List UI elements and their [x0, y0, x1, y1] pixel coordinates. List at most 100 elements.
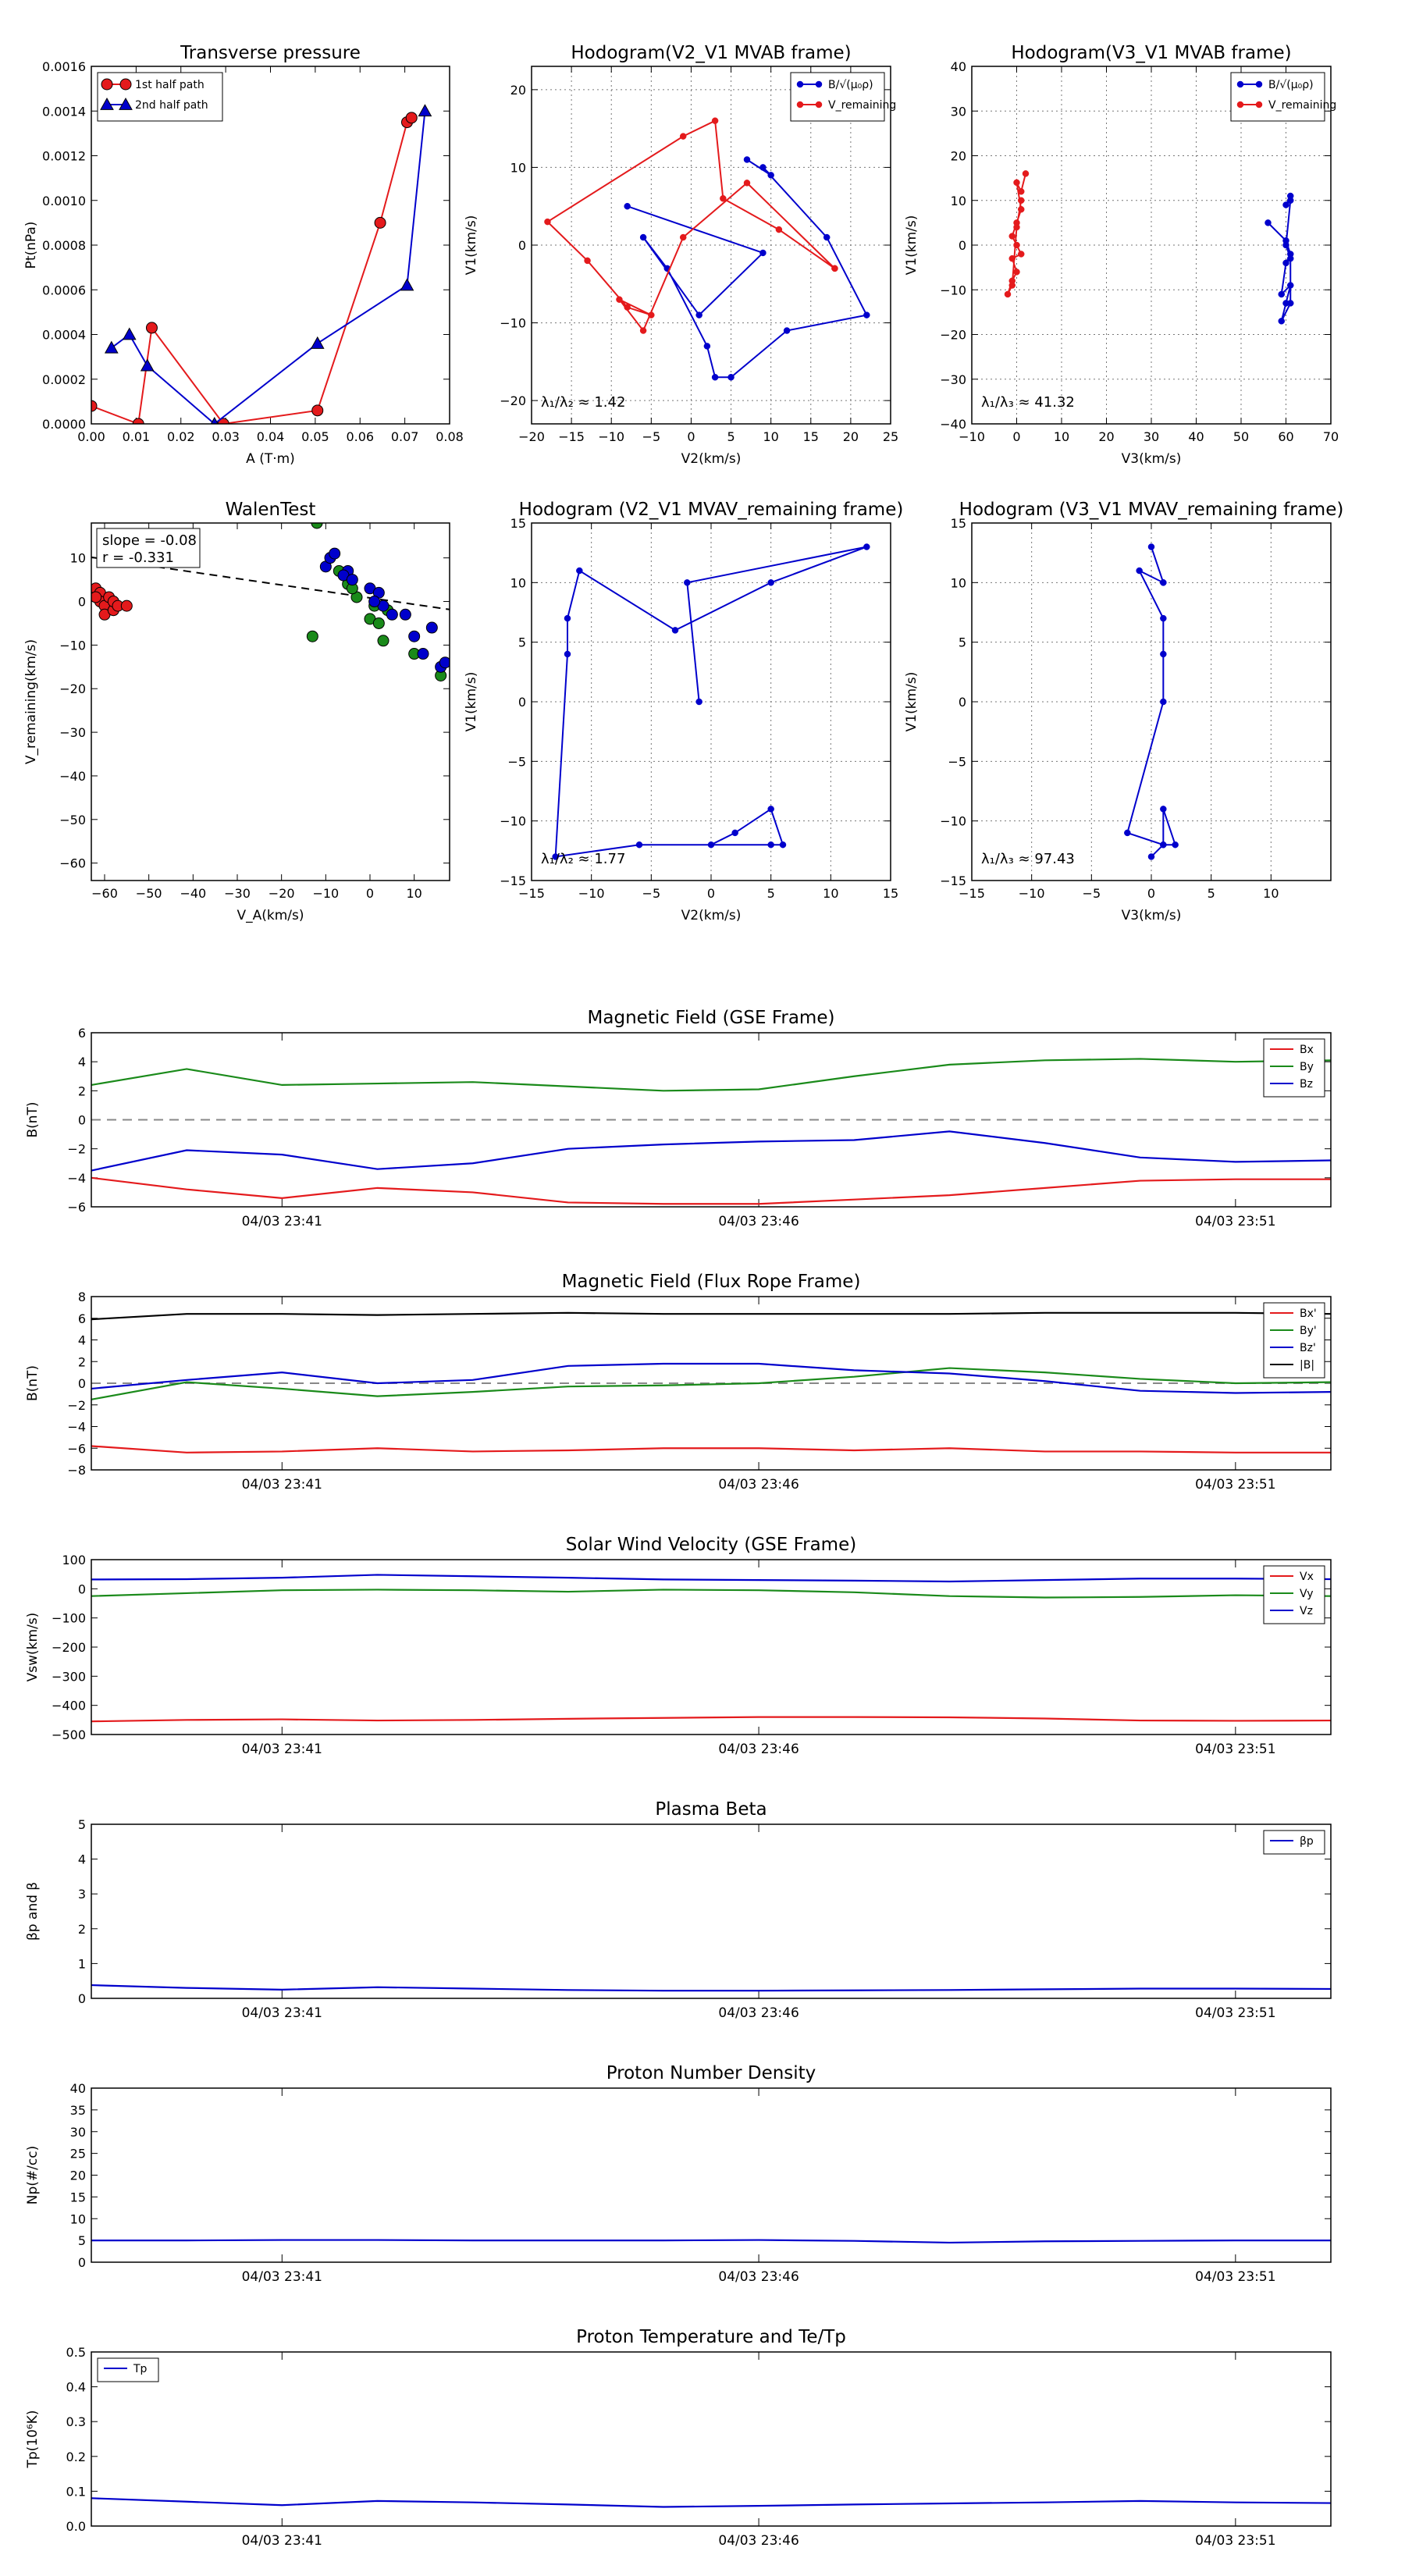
magnetic-field-gse-legend-box — [1263, 1038, 1325, 1098]
magnetic-field-gse-x-tick-label: 04/03 23:46 — [718, 1214, 799, 1229]
hodogram-v3-v1-mvab-series-0-point — [1282, 241, 1289, 249]
transverse-pressure-x-tick-label: 0.05 — [301, 429, 329, 444]
magnetic-field-gse-legend-label: Bz — [1300, 1078, 1313, 1091]
walen-test-y-tick-label: 10 — [70, 551, 86, 566]
transverse-pressure-frame — [91, 66, 450, 425]
hodogram-v2-v1-mvav-x-tick-label: 5 — [767, 886, 775, 901]
proton-temperature-legend-label: Tp — [133, 2363, 148, 2375]
hodogram-v3-v1-mvav-x-tick-label: 0 — [1147, 886, 1155, 901]
transverse-pressure-x-tick-label: 0.03 — [212, 429, 240, 444]
solar-wind-velocity-legend-label: Vz — [1300, 1605, 1313, 1617]
hodogram-v2-v1-mvab-series-0-point — [783, 327, 791, 334]
hodogram-v2-v1-mvab-series-1-point — [720, 195, 727, 202]
walen-test-series-2-point — [368, 596, 381, 608]
hodogram-v3-v1-mvab-x-tick-label: −10 — [959, 429, 985, 444]
hodogram-v3-v1-mvab-series-1-point — [1013, 269, 1020, 276]
magnetic-field-flux-rope-y-tick-label: 0 — [78, 1376, 86, 1391]
hodogram-v3-v1-mvab-y-tick-label: 10 — [951, 194, 966, 208]
plasma-beta-frame — [91, 1823, 1332, 1999]
proton-number-density-y-tick-label: 10 — [70, 2211, 86, 2226]
magnetic-field-gse-y-tick-label: −4 — [67, 1171, 86, 1186]
walen-test-series-1-point — [306, 630, 318, 642]
hodogram-v2-v1-mvav-series-0-point — [635, 841, 643, 849]
magnetic-field-flux-rope-y-tick-label: −6 — [67, 1441, 86, 1456]
hodogram-v3-v1-mvav-x-tick-label: −10 — [1019, 886, 1045, 901]
hodogram-v3-v1-mvav-x-tick-label: −5 — [1083, 886, 1101, 901]
hodogram-v2-v1-mvav-series-0-point — [767, 806, 774, 813]
hodogram-v2-v1-mvav-y-tick-label: −15 — [500, 873, 526, 888]
transverse-pressure-series-0-point — [405, 112, 418, 124]
walen-test-y-tick-label: −40 — [59, 769, 86, 784]
hodogram-v3-v1-mvab-series-1-point — [1008, 233, 1016, 240]
hodogram-v2-v1-mvav-x-tick-label: 10 — [823, 886, 838, 901]
hodogram-v3-v1-mvab-x-tick-label: 20 — [1098, 429, 1114, 444]
solar-wind-velocity-ylabel: Vsw(km/s) — [25, 1613, 41, 1682]
proton-number-density-panel: 0 5 10 15 20 25 30 35 40 04/03 23:41 04/03 23:46 04… — [25, 2063, 1332, 2285]
proton-number-density-frame — [91, 2087, 1332, 2263]
hodogram-v2-v1-mvab-x-tick-label: 5 — [727, 429, 735, 444]
transverse-pressure-series-1-point — [310, 336, 325, 349]
hodogram-v2-v1-mvab-xlabel: V2(km/s) — [681, 451, 742, 467]
magnetic-field-gse-y-tick-label: 0 — [78, 1113, 86, 1128]
hodogram-v3-v1-mvab-y-tick-label: 40 — [951, 59, 966, 74]
transverse-pressure-x-tick-label: 0.06 — [346, 429, 374, 444]
transverse-pressure-series-1-point — [104, 340, 119, 354]
plasma-beta-y-tick-label: 5 — [78, 1817, 86, 1832]
magnetic-field-flux-rope-y-tick-label: −2 — [67, 1398, 86, 1413]
hodogram-v3-v1-mvab-series-1-point — [1018, 205, 1025, 213]
hodogram-v2-v1-mvab-y-tick-label: 10 — [510, 160, 526, 175]
proton-temperature-y-tick-label: 0.2 — [66, 2450, 86, 2464]
hodogram-v3-v1-mvav-series-0-point — [1160, 806, 1167, 813]
plasma-beta-y-tick-label: 3 — [78, 1887, 86, 1902]
hodogram-v2-v1-mvab-legend-marker — [815, 80, 823, 88]
solar-wind-velocity-y-tick-label: −100 — [52, 1611, 86, 1626]
hodogram-v2-v1-mvab-x-tick-label: −10 — [598, 429, 624, 444]
hodogram-v3-v1-mvab-x-tick-label: 10 — [1054, 429, 1069, 444]
magnetic-field-gse-series-By-line — [91, 1058, 1332, 1092]
hodogram-v2-v1-mvav-x-tick-label: 0 — [707, 886, 715, 901]
transverse-pressure-y-tick-label: 0.0004 — [42, 328, 86, 343]
hodogram-v3-v1-mvab-legend-label: B/√(μ₀ρ) — [1268, 79, 1314, 91]
walen-test-x-tick-label: 10 — [406, 886, 422, 901]
magnetic-field-flux-rope-x-tick-label: 04/03 23:41 — [242, 1477, 322, 1493]
hodogram-v3-v1-mvav-y-tick-label: 15 — [951, 516, 966, 531]
magnetic-field-flux-rope-series-By-line — [91, 1367, 1332, 1400]
transverse-pressure-series-0-point — [374, 216, 386, 229]
hodogram-v2-v1-mvav-frame — [531, 522, 891, 881]
proton-temperature-x-tick-label: 04/03 23:41 — [242, 2533, 322, 2549]
transverse-pressure-legend-marker — [119, 97, 133, 110]
hodogram-v3-v1-mvab-x-tick-label: 40 — [1188, 429, 1204, 444]
solar-wind-velocity-series-Vy-line — [91, 1589, 1332, 1599]
hodogram-v3-v1-mvab-series-0-point — [1287, 300, 1294, 307]
solar-wind-velocity-x-tick-label: 04/03 23:51 — [1195, 1742, 1275, 1757]
solar-wind-velocity-title: Solar Wind Velocity (GSE Frame) — [566, 1535, 856, 1555]
walen-test-ylabel: V_remaining(km/s) — [23, 639, 39, 764]
hodogram-v3-v1-mvab-series-0-point — [1278, 290, 1285, 298]
solar-wind-velocity-y-tick-label: −400 — [52, 1699, 86, 1713]
solar-wind-velocity-y-tick-label: −200 — [52, 1640, 86, 1655]
walen-test-series-1-point — [377, 635, 389, 647]
hodogram-v2-v1-mvab-y-tick-label: 20 — [510, 83, 526, 98]
hodogram-v2-v1-mvav-y-tick-label: 15 — [510, 516, 526, 531]
walen-test-stats-frame — [96, 528, 201, 568]
walen-test-xlabel: V_A(km/s) — [237, 908, 304, 923]
hodogram-v2-v1-mvab-series-0-point — [703, 343, 711, 350]
solar-wind-velocity-legend-label: Vy — [1300, 1588, 1314, 1600]
hodogram-v2-v1-mvab-y-tick-label: 0 — [518, 238, 526, 253]
transverse-pressure-series-1-point — [418, 104, 432, 117]
transverse-pressure-y-tick-label: 0.0016 — [42, 59, 86, 74]
solar-wind-velocity-x-tick-label: 04/03 23:41 — [242, 1742, 322, 1757]
solar-wind-velocity-legend-box — [1263, 1565, 1325, 1624]
transverse-pressure-plot: 0.00 0.01 0.02 0.03 0.04 0.05 0.06 0.07 0.08 0.00… — [23, 43, 464, 467]
hodogram-v2-v1-mvab-series-1-point — [711, 117, 719, 124]
hodogram-v2-v1-mvab-legend-marker — [796, 80, 804, 88]
hodogram-v3-v1-mvav-series-0-point — [1160, 650, 1167, 658]
hodogram-v3-v1-mvab-series-1-point — [1008, 254, 1016, 262]
proton-temperature-x-tick-label: 04/03 23:51 — [1195, 2533, 1275, 2549]
hodogram-v2-v1-mvab-series-1-point — [616, 296, 623, 303]
magnetic-field-gse-series-Bz-line — [91, 1130, 1332, 1172]
proton-temperature-series-Tp-line — [91, 2497, 1332, 2508]
proton-temperature-y-tick-label: 0.1 — [66, 2484, 86, 2499]
